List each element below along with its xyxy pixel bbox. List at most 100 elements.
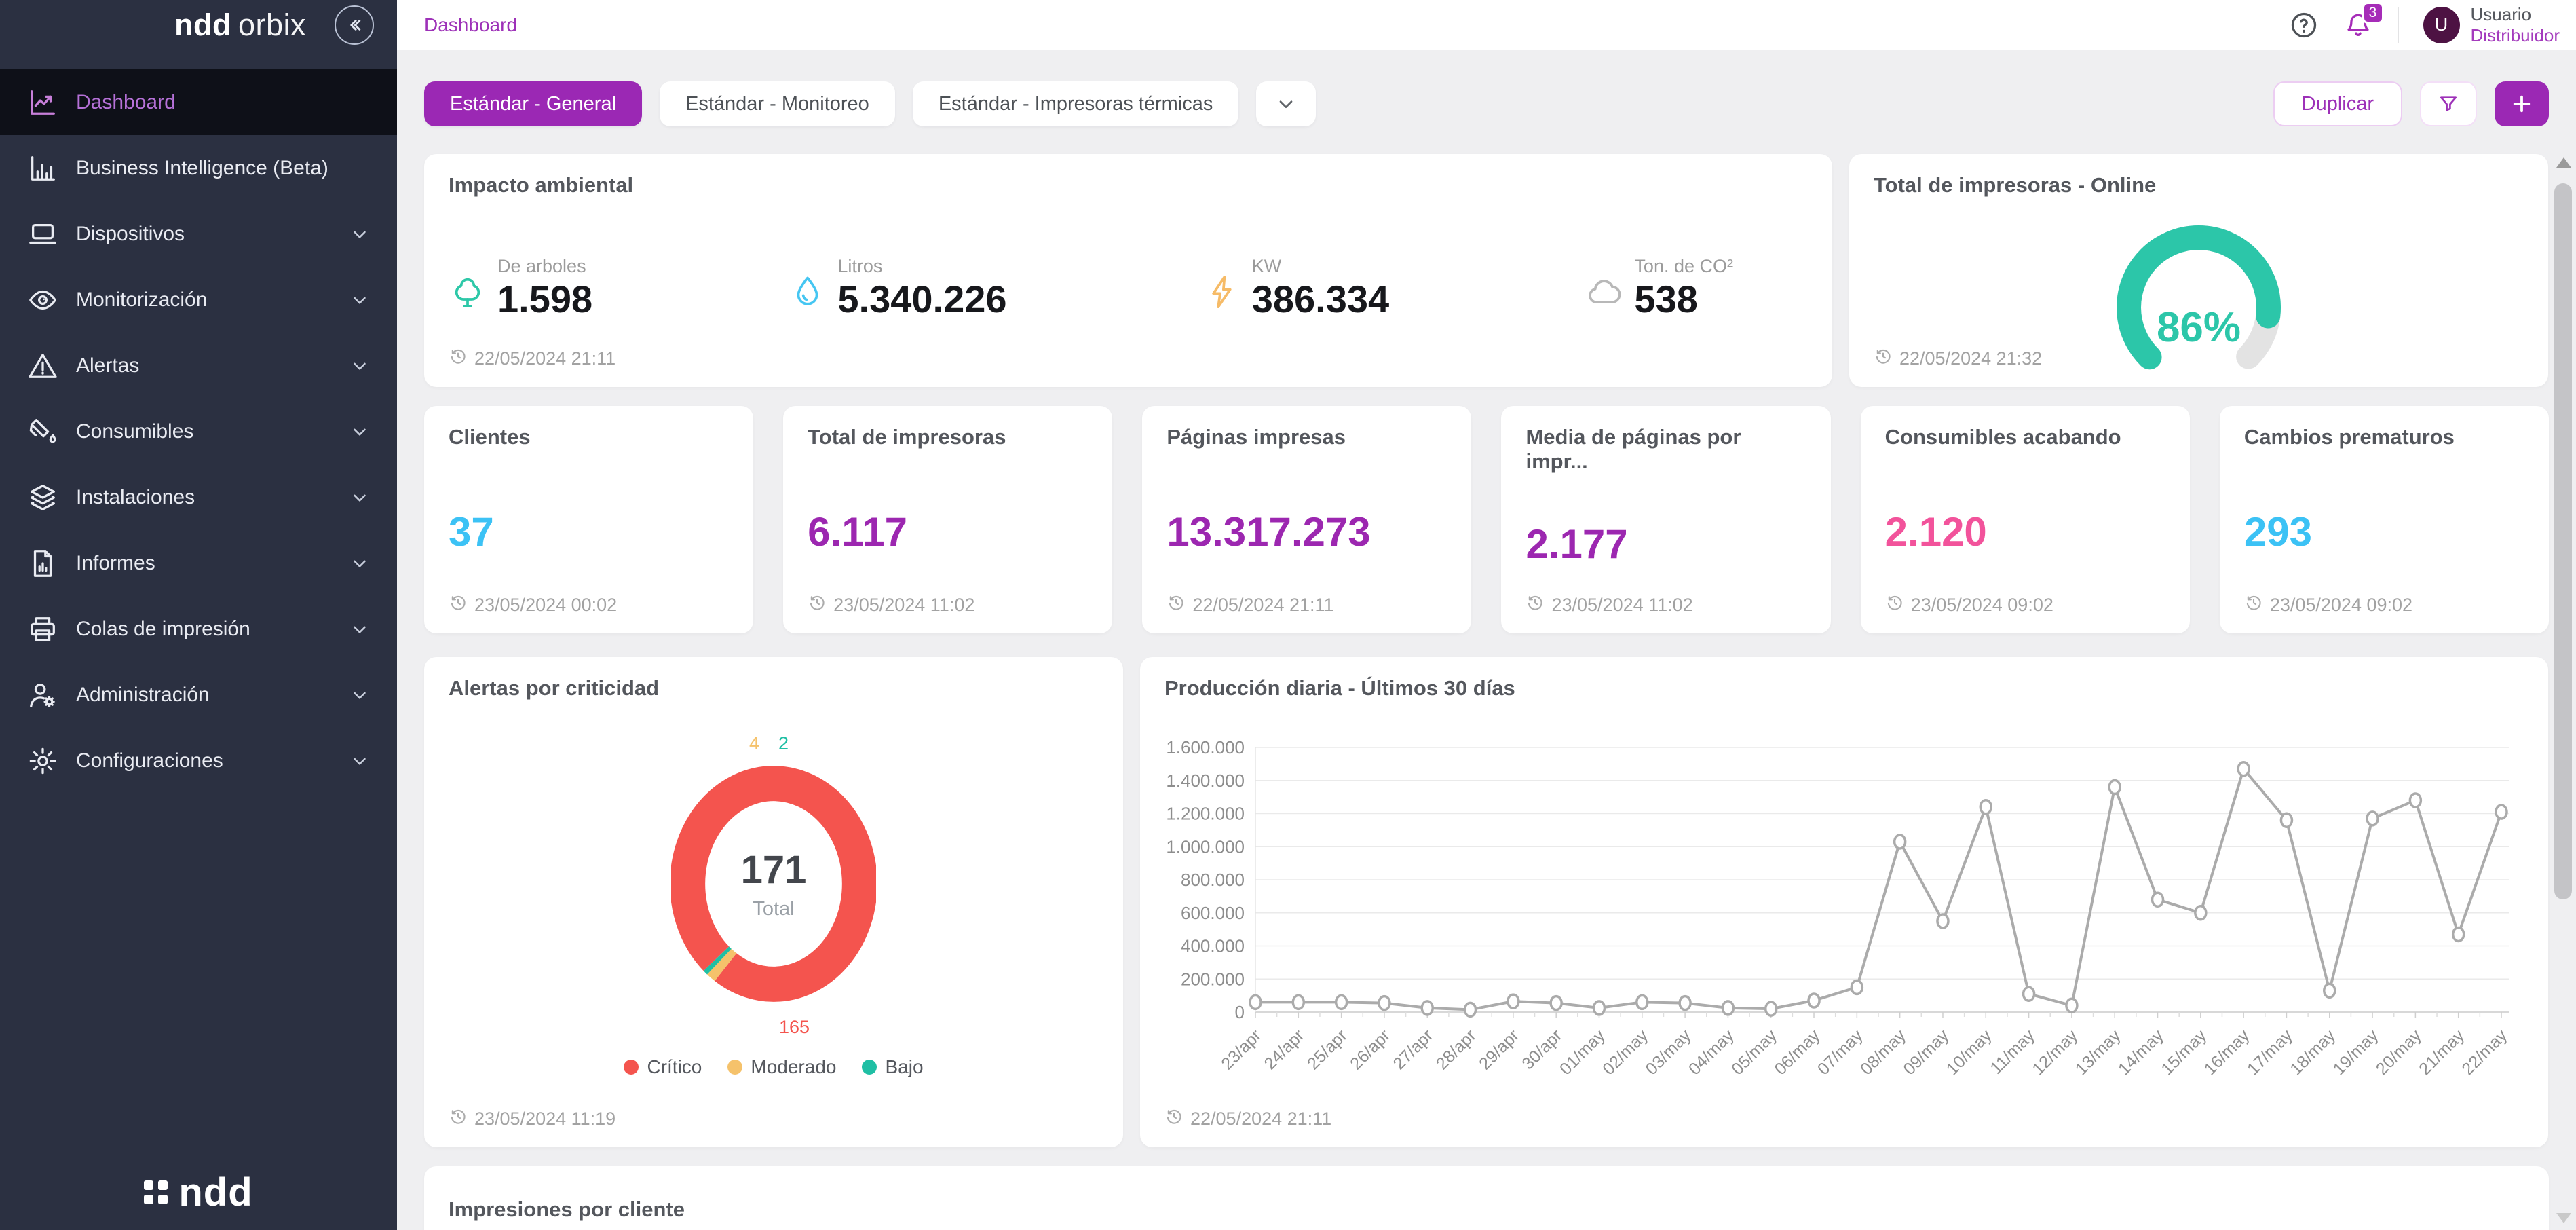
history-icon [1885, 593, 1904, 617]
slice-label-moderado: 4 [749, 733, 760, 753]
funnel-icon [2440, 96, 2457, 111]
app-logo-bold: ndd [174, 7, 231, 42]
svg-text:1.000.000: 1.000.000 [1166, 836, 1245, 857]
water-drop-icon [789, 273, 827, 314]
administration-icon [27, 679, 58, 711]
daily-production-card: Producción diaria - Últimos 30 días 0 200… [1140, 657, 2548, 1147]
sidebar-item-consumibles[interactable]: Consumibles [0, 398, 397, 464]
sidebar-item-dashboard[interactable]: Dashboard [0, 69, 397, 135]
topbar: Dashboard 3 U Usuario Distribuidor [397, 0, 2576, 50]
history-icon [449, 1107, 468, 1131]
svg-text:01/may: 01/may [1556, 1026, 1609, 1079]
sidebar-item-dispositivos[interactable]: Dispositivos [0, 201, 397, 267]
scrollbar-up-arrow[interactable] [2556, 157, 2571, 168]
tabs-overflow-button[interactable] [1256, 81, 1317, 126]
devices-icon [27, 219, 58, 250]
svg-text:26/apr: 26/apr [1346, 1026, 1394, 1073]
tab-est-ndar-monitoreo[interactable]: Estándar - Monitoreo [660, 81, 895, 126]
installations-icon [27, 482, 58, 513]
gauge-percent-label: 86% [2157, 304, 2241, 351]
svg-text:600.000: 600.000 [1181, 903, 1245, 923]
filter-button[interactable] [2420, 81, 2477, 126]
sidebar-item-colas-de-impresi-n[interactable]: Colas de impresión [0, 596, 397, 662]
kpi-card-p-ginas-impresas: Páginas impresas 13.317.273 22/05/2024 21:… [1142, 406, 1472, 633]
duplicate-button[interactable]: Duplicar [2273, 81, 2402, 126]
row-environment: Impacto ambiental De arboles 1.598 Litros 5… [424, 154, 2549, 390]
ndd-grid-icon [144, 1180, 168, 1204]
help-button[interactable] [2289, 10, 2319, 40]
svg-text:03/may: 03/may [1642, 1026, 1695, 1079]
chevron-down-icon [349, 619, 370, 639]
legend-item-bajo[interactable]: Bajo [862, 1056, 924, 1078]
svg-text:17/may: 17/may [2243, 1026, 2296, 1079]
sidebar-item-label: Monitorización [76, 288, 208, 311]
legend-label: Moderado [751, 1056, 837, 1077]
sidebar-item-administraci-n[interactable]: Administración [0, 662, 397, 728]
sidebar-item-business-intelligence-beta[interactable]: Business Intelligence (Beta) [0, 135, 397, 201]
kpi-title: Total de impresoras [808, 425, 1006, 449]
topbar-right: 3 U Usuario Distribuidor [2289, 1, 2560, 46]
sidebar-item-instalaciones[interactable]: Instalaciones [0, 464, 397, 530]
chevron-down-icon [349, 487, 370, 508]
breadcrumb[interactable]: Dashboard [424, 14, 517, 35]
metric-value: 386.334 [1251, 278, 1390, 320]
lightning-icon [1203, 273, 1241, 314]
row-kpis: Clientes 37 23/05/2024 00:02 Total de impre… [424, 406, 2549, 633]
notifications-button[interactable]: 3 [2343, 1, 2384, 40]
last-updated: 22/05/2024 21:11 [1167, 593, 1334, 617]
metric-value: 1.598 [497, 278, 593, 320]
svg-text:20/may: 20/may [2372, 1026, 2425, 1079]
svg-text:28/apr: 28/apr [1433, 1026, 1480, 1073]
kpi-value: 2.120 [1884, 508, 1987, 555]
svg-text:23/apr: 23/apr [1217, 1026, 1265, 1073]
svg-text:07/may: 07/may [1814, 1026, 1867, 1079]
donut-center: 171 Total [671, 764, 876, 1003]
legend-label: Bajo [885, 1056, 924, 1077]
sidebar-footer-logo: ndd [0, 1170, 397, 1215]
last-updated: 23/05/2024 09:02 [1885, 593, 2053, 617]
legend-item-moderado[interactable]: Moderado [727, 1056, 836, 1078]
sidebar-collapse-button[interactable] [335, 5, 374, 45]
svg-text:16/may: 16/may [2201, 1026, 2254, 1079]
add-dashboard-button[interactable] [2495, 81, 2549, 126]
svg-text:02/may: 02/may [1599, 1026, 1652, 1079]
kpi-title: Consumibles acabando [1884, 425, 2121, 449]
last-updated: 23/05/2024 09:02 [2244, 593, 2412, 617]
last-updated: 23/05/2024 11:02 [808, 593, 974, 617]
sidebar-item-label: Dashboard [76, 90, 176, 113]
sidebar-item-monitorizaci-n[interactable]: Monitorización [0, 267, 397, 333]
sidebar-item-label: Instalaciones [76, 485, 195, 508]
help-icon [2291, 12, 2316, 37]
card-title: Total de impresoras - Online [1874, 173, 2157, 197]
tab-est-ndar-impresoras-t-rmicas[interactable]: Estándar - Impresoras térmicas [912, 81, 1239, 126]
user-menu[interactable]: U Usuario Distribuidor [2423, 4, 2560, 46]
chevron-down-icon [349, 422, 370, 442]
alerts-icon [27, 350, 58, 381]
legend-item-cr-tico[interactable]: Crítico [624, 1056, 702, 1078]
svg-text:14/may: 14/may [2115, 1026, 2167, 1079]
sidebar-item-alertas[interactable]: Alertas [0, 333, 397, 398]
metric-label: Litros [837, 256, 883, 276]
avatar: U [2423, 6, 2460, 43]
environmental-impact-card: Impacto ambiental De arboles 1.598 Litros 5… [424, 154, 1832, 387]
scrollbar-down-arrow[interactable] [2556, 1213, 2571, 1223]
sidebar-item-configuraciones[interactable]: Configuraciones [0, 728, 397, 794]
metric-kw: KW 386.334 [1203, 256, 1389, 318]
sidebar-item-label: Configuraciones [76, 749, 223, 772]
svg-text:19/may: 19/may [2330, 1026, 2383, 1079]
svg-text:29/apr: 29/apr [1475, 1026, 1523, 1073]
donut-legend: Crítico Moderado Bajo [424, 1056, 1123, 1078]
svg-text:25/apr: 25/apr [1304, 1026, 1351, 1073]
tab-est-ndar-general[interactable]: Estándar - General [424, 81, 643, 126]
history-icon [808, 593, 827, 617]
business-intelligence-icon [27, 153, 58, 184]
sidebar-item-informes[interactable]: Informes [0, 530, 397, 596]
scrollbar-thumb[interactable] [2554, 183, 2572, 899]
double-chevron-left-icon [350, 20, 361, 31]
card-title: Impresiones por cliente [449, 1197, 685, 1221]
row-bottom: Impresiones por cliente [424, 1166, 2549, 1230]
history-icon [449, 593, 468, 617]
chevron-down-icon [1280, 100, 1293, 108]
